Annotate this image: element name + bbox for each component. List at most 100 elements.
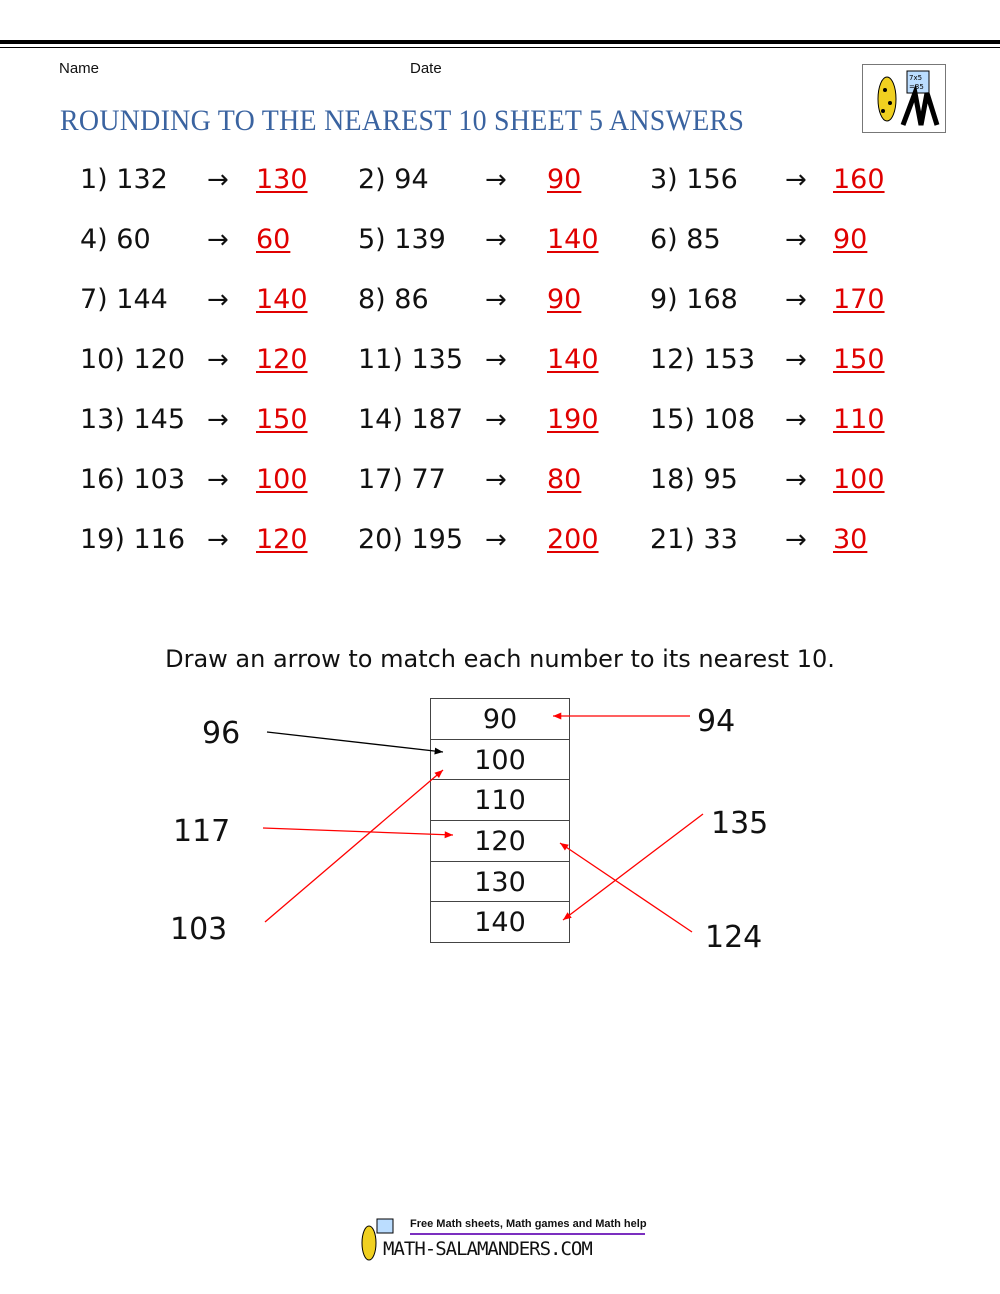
arrow-icon: →: [785, 225, 807, 255]
arrow-icon: →: [485, 165, 507, 195]
target-cell: 100: [431, 738, 569, 780]
answer-text: 90: [547, 284, 582, 315]
arrow-icon: →: [785, 345, 807, 375]
match-arrow-line: [264, 769, 444, 923]
arrow-icon: →: [207, 465, 229, 495]
question-text: 16) 103: [80, 464, 186, 495]
question-text: 3) 156: [650, 164, 738, 195]
answer-text: 130: [256, 164, 308, 195]
arrow-icon: →: [485, 225, 507, 255]
question-text: 20) 195: [358, 524, 464, 555]
answer-text: 150: [833, 344, 885, 375]
arrowhead-icon: [434, 770, 443, 779]
name-label: Name: [59, 60, 100, 77]
arrow-icon: →: [485, 345, 507, 375]
answer-text: 80: [547, 464, 582, 495]
arrow-icon: →: [485, 285, 507, 315]
target-cell: 140: [431, 901, 569, 942]
question-text: 9) 168: [650, 284, 738, 315]
answer-text: 30: [833, 524, 868, 555]
target-cell: 120: [431, 820, 569, 861]
question-text: 18) 95: [650, 464, 738, 495]
arrowhead-icon: [563, 912, 572, 920]
salamander-logo: 7x5 =35: [862, 64, 946, 133]
question-text: 13) 145: [80, 404, 186, 435]
target-cell: 110: [431, 779, 569, 820]
matching-number: 117: [173, 814, 231, 849]
answer-text: 140: [547, 224, 599, 255]
arrowhead-icon: [434, 747, 443, 755]
target-cell: 90: [482, 704, 518, 735]
question-text: 19) 116: [80, 524, 186, 555]
matching-number: 103: [170, 912, 228, 947]
arrow-icon: →: [785, 405, 807, 435]
footer-tagline: Free Math sheets, Math games and Math he…: [410, 1218, 647, 1230]
answer-text: 140: [256, 284, 308, 315]
match-arrow-line: [559, 842, 693, 933]
arrow-icon: →: [485, 465, 507, 495]
matching-number: 94: [697, 704, 736, 739]
footer-divider: [410, 1233, 645, 1235]
arrow-icon: →: [485, 525, 507, 555]
answer-text: 160: [833, 164, 885, 195]
arrow-icon: →: [785, 285, 807, 315]
question-text: 1) 132: [80, 164, 168, 195]
match-arrow-line: [262, 827, 454, 836]
arrow-icon: →: [207, 225, 229, 255]
arrow-icon: →: [785, 165, 807, 195]
question-text: 6) 85: [650, 224, 721, 255]
arrow-icon: →: [207, 285, 229, 315]
arrow-icon: →: [207, 345, 229, 375]
arrow-icon: →: [207, 165, 229, 195]
target-cell: 130: [431, 860, 569, 902]
answer-text: 120: [256, 344, 308, 375]
question-text: 17) 77: [358, 464, 446, 495]
question-text: 2) 94: [358, 164, 429, 195]
matching-instruction: Draw an arrow to match each number to it…: [165, 645, 835, 673]
matching-number: 96: [202, 716, 241, 751]
answer-text: 110: [833, 404, 885, 435]
question-text: 4) 60: [80, 224, 151, 255]
answer-text: 90: [547, 164, 582, 195]
answer-text: 190: [547, 404, 599, 435]
answer-text: 170: [833, 284, 885, 315]
question-text: 11) 135: [358, 344, 464, 375]
answer-text: 200: [547, 524, 599, 555]
question-text: 15) 108: [650, 404, 756, 435]
match-arrow-line: [266, 731, 444, 753]
arrowhead-icon: [560, 843, 569, 851]
arrow-icon: →: [207, 405, 229, 435]
arrow-icon: →: [207, 525, 229, 555]
arrowhead-icon: [553, 712, 562, 720]
arrow-icon: →: [785, 525, 807, 555]
answer-text: 90: [833, 224, 868, 255]
answer-text: 100: [256, 464, 308, 495]
tens-column: 90 100 110 120 130 140: [430, 698, 570, 944]
arrow-icon: →: [485, 405, 507, 435]
page-title: ROUNDING TO THE NEAREST 10 SHEET 5 ANSWE…: [60, 104, 745, 137]
footer-logo: Free Math sheets, Math games and Math he…: [355, 1215, 695, 1265]
answer-text: 100: [833, 464, 885, 495]
answer-text: 60: [256, 224, 291, 255]
question-text: 21) 33: [650, 524, 738, 555]
match-arrow-line: [562, 813, 704, 921]
matching-number: 124: [705, 920, 763, 955]
answer-text: 140: [547, 344, 599, 375]
question-text: 14) 187: [358, 404, 464, 435]
arrowhead-icon: [444, 831, 453, 839]
top-rule-thin: [0, 47, 1000, 48]
answer-text: 150: [256, 404, 308, 435]
question-text: 8) 86: [358, 284, 429, 315]
matching-number: 135: [711, 806, 769, 841]
arrow-icon: →: [785, 465, 807, 495]
top-rule: [0, 40, 1000, 44]
question-text: 10) 120: [80, 344, 186, 375]
answer-text: 120: [256, 524, 308, 555]
footer-site: MATH-SALAMANDERS.COM: [383, 1238, 593, 1260]
svg-text:7x5: 7x5: [909, 74, 922, 82]
question-text: 5) 139: [358, 224, 446, 255]
question-text: 7) 144: [80, 284, 168, 315]
question-text: 12) 153: [650, 344, 756, 375]
